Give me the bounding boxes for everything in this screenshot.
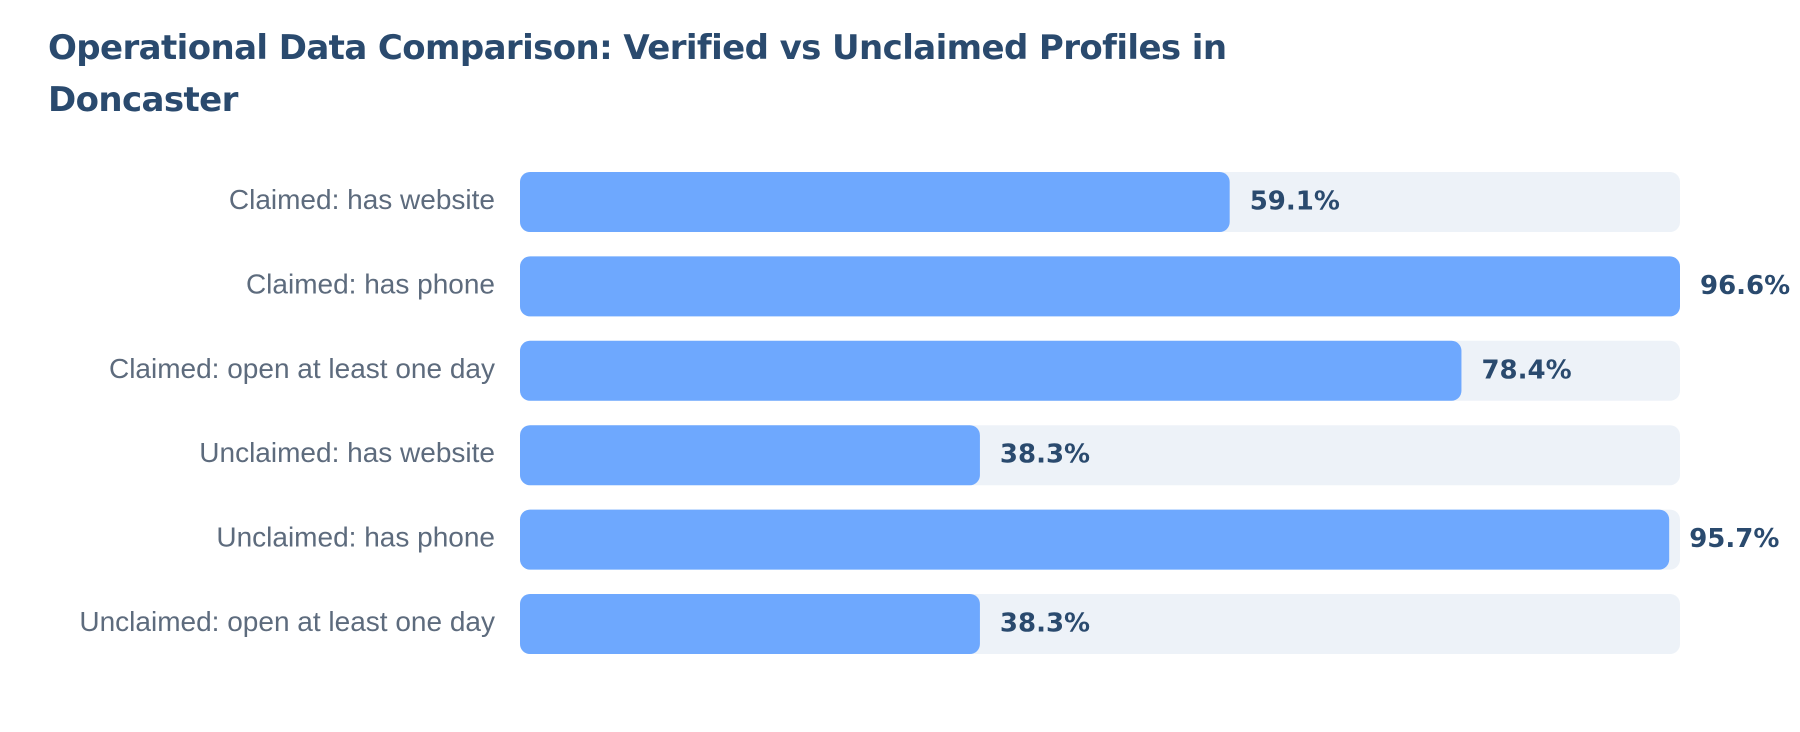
category-label: Claimed: has website [229,184,495,215]
value-label: 96.6% [1700,271,1790,301]
bar [520,509,1670,570]
category-label: Claimed: has phone [246,269,495,300]
chart-title: Operational Data Comparison: Verified vs… [48,28,1227,120]
value-label: 38.3% [1000,440,1090,470]
value-label: 78.4% [1481,355,1571,385]
value-label: 59.1% [1250,187,1340,217]
category-label: Unclaimed: open at least one day [79,606,495,637]
category-label: Claimed: open at least one day [109,353,495,384]
bar [520,594,980,654]
bar [520,340,1462,401]
bar [520,425,980,486]
category-label: Unclaimed: has phone [216,522,495,553]
bar [520,256,1680,317]
bar [520,172,1230,232]
category-label: Unclaimed: has website [199,438,495,469]
value-label: 38.3% [1000,609,1090,639]
value-label: 95.7% [1689,524,1779,554]
